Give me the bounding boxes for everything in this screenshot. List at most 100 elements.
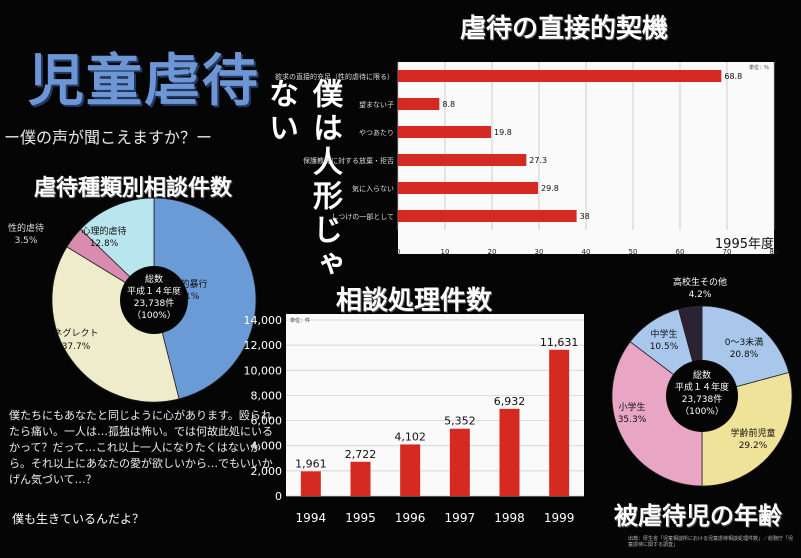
pie-age-value-0: 20.8% — [730, 350, 759, 360]
column-cases-panel — [286, 314, 584, 496]
bar-causes-xtick-8: 80 — [770, 248, 779, 256]
pie-age-slice-2 — [611, 341, 703, 487]
column-cases-ytick-5: 10,000 — [244, 364, 282, 377]
column-cases-bar-0 — [300, 471, 321, 496]
bar-causes-category-0: 欲求の直接的充足（性的虐待に限る） — [275, 72, 394, 81]
column-cases-bar-2 — [400, 444, 421, 496]
pie-types-label-1: ネグレクト — [53, 327, 98, 339]
bar-causes-xtick-5: 50 — [629, 248, 638, 256]
pie-types-value-1: 37.7% — [62, 342, 91, 352]
bar-causes-bar-5 — [398, 210, 577, 222]
pie-age-heading: 被虐待児の年齢 — [614, 502, 782, 530]
column-cases-xtick-1: 1995 — [345, 511, 376, 525]
footer-text: 僕も生きているんだよ？ — [12, 512, 145, 526]
bar-causes-unit: 単位：％ — [749, 64, 769, 71]
poster-subtitle: ー僕の声が聞こえますか？ー — [4, 128, 213, 147]
column-cases-bar-5 — [549, 349, 570, 496]
pie-age-label-4: 高校生その他 — [673, 276, 727, 288]
bar-causes-chart: 0 10 20 30 40 50 60 70 80 68.8 欲求の直接的充足（性的虐待に限る） 8.… — [275, 62, 779, 256]
column-cases-ytick-6: 12,000 — [244, 339, 282, 352]
bar-causes-value-1: 8.8 — [442, 100, 455, 109]
pie-types-value-3: 12.8% — [90, 239, 119, 249]
bar-causes-xtick-3: 30 — [535, 248, 544, 256]
source-credit: 出典：厚生省「児童相談所における児童虐待相談処理件数」／総務庁「児童虐待に関する… — [628, 536, 794, 548]
bar-causes-xtick-1: 10 — [441, 248, 450, 256]
bar-causes-xtick-7: 70 — [723, 248, 732, 256]
column-cases-xtick-2: 1996 — [395, 511, 426, 525]
column-cases-value-4: 6,932 — [494, 395, 526, 408]
column-cases-ytick-4: 8,000 — [251, 389, 283, 402]
column-cases-bar-1 — [350, 461, 371, 496]
pie-age-center-1: 平成１４年度 — [675, 381, 729, 393]
column-cases-bar-4 — [499, 408, 520, 496]
bar-causes-xtick-2: 20 — [488, 248, 497, 256]
bar-causes-bar-4 — [398, 182, 539, 194]
column-cases-value-3: 5,352 — [444, 415, 476, 428]
pie-age-label-1: 学齢前児童 — [730, 427, 775, 439]
bar-causes-category-4: 気に入らない — [352, 184, 394, 193]
column-cases-ytick-1: 2,000 — [251, 465, 283, 478]
pie-types-center-1: 平成１４年度 — [127, 285, 181, 297]
column-cases-value-0: 1,961 — [295, 457, 327, 470]
column-cases-ytick-0: 0 — [275, 490, 282, 503]
bar-causes-year: 1995年度 — [715, 236, 774, 252]
pie-types-heading: 虐待種類別相談件数 — [34, 176, 233, 201]
bar-causes-category-3: 保護教育に対する放棄・拒否 — [303, 156, 394, 165]
bar-causes-bar-2 — [398, 126, 492, 138]
bar-causes-value-4: 29.8 — [541, 184, 559, 193]
column-cases-xtick-4: 1998 — [494, 511, 525, 525]
bar-causes-bar-1 — [398, 98, 440, 110]
bar-causes-xtick-4: 40 — [582, 248, 591, 256]
pie-age-center-3: （100%） — [680, 406, 724, 417]
pie-age-value-4: 4.2% — [689, 290, 712, 300]
pie-age-hole — [666, 360, 738, 432]
pie-types-value-0: 46.1% — [171, 292, 200, 302]
pie-types-slice-1 — [51, 246, 180, 403]
bar-causes-value-3: 27.3 — [529, 156, 547, 165]
column-cases-heading: 相談処理件数 — [336, 286, 493, 316]
poem-text: 僕たちにもあなたと同じように心があります。殴られたら痛い。一人は…孤独は怖い。で… — [9, 409, 273, 486]
bar-causes-bar-3 — [398, 154, 527, 166]
column-cases-value-1: 2,722 — [345, 448, 377, 461]
bar-causes-bar-0 — [398, 70, 722, 82]
bar-causes-category-5: しつけの一部として — [332, 212, 394, 221]
column-cases-bar-3 — [449, 428, 470, 496]
pie-age-label-3: 中学生 — [650, 328, 677, 340]
column-cases-ytick-7: 14,000 — [244, 314, 282, 327]
bar-causes-category-2: やつあたり — [359, 129, 394, 137]
pie-age-value-1: 29.2% — [739, 441, 768, 451]
pie-types-chart: 総数 平成１４年度 23,738件 （100%） 身体的暴行 46.1% ネグレ… — [8, 197, 257, 403]
column-cases-xtick-3: 1997 — [445, 511, 476, 525]
bar-causes-category-1: 望まない子 — [359, 100, 394, 109]
pie-types-slice-0 — [153, 197, 257, 400]
pie-age-value-2: 35.3% — [618, 415, 647, 425]
vertical-slogan: 僕は人形じゃない — [263, 78, 342, 282]
pie-types-value-2: 3.5% — [15, 236, 38, 246]
column-cases-xtick-0: 1994 — [296, 511, 327, 525]
pie-age-center-0: 総数 — [693, 369, 711, 381]
pie-age-chart: 総数 平成１４年度 23,738件 （100%） 0～3未満 20.8% 学齢前… — [611, 276, 793, 487]
column-cases-chart: 0 2,000 4,000 6,000 8,000 10,000 12,000 14,000 1… — [244, 314, 584, 525]
poster-title: 児童虐待 — [28, 49, 260, 114]
pie-age-value-3: 10.5% — [650, 342, 679, 352]
pie-age-label-2: 小学生 — [618, 401, 645, 413]
pie-age-center-2: 23,738件 — [682, 393, 723, 405]
pie-age-label-0: 0～3未満 — [725, 336, 763, 348]
bar-causes-xtick-0: 0 — [396, 248, 400, 256]
pie-types-label-2: 性的虐待 — [8, 222, 44, 234]
bar-causes-heading: 虐待の直接的契機 — [460, 14, 669, 44]
column-cases-xtick-5: 1999 — [544, 511, 575, 525]
pie-types-center-3: （100%） — [132, 310, 176, 321]
column-cases-value-5: 11,631 — [540, 336, 579, 349]
column-cases-value-2: 4,102 — [394, 430, 426, 443]
bar-causes-value-5: 38 — [580, 212, 590, 221]
pie-types-label-3: 心理的虐待 — [81, 225, 126, 237]
column-cases-ytick-2: 4,000 — [251, 440, 283, 453]
bar-causes-value-2: 19.8 — [494, 128, 512, 137]
column-cases-unit: 単位：件 — [290, 317, 310, 324]
column-cases-ytick-3: 6,000 — [251, 415, 283, 428]
pie-types-hole — [120, 266, 188, 334]
bar-causes-value-0: 68.8 — [724, 72, 742, 81]
pie-types-label-0: 身体的暴行 — [162, 278, 207, 290]
pie-types-center-2: 23,738件 — [134, 297, 175, 309]
